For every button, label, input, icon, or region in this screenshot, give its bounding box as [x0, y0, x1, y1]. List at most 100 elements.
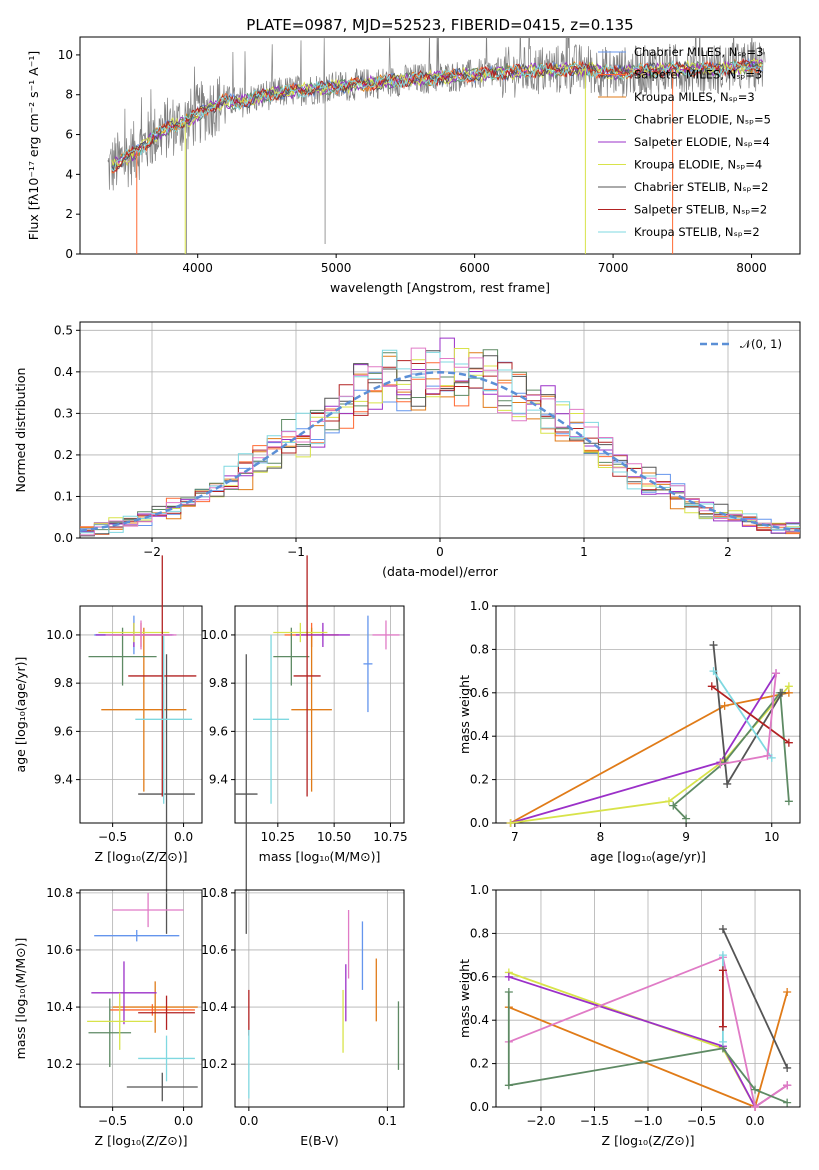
- y-tick-label: 10.0: [201, 628, 228, 642]
- y-axis-label: age [log₁₀(age/yr)]: [13, 657, 28, 773]
- weight-line-chabrier_stelib: [722, 928, 789, 1069]
- x-axis-label: (data-model)/error: [382, 564, 499, 579]
- x-axis-label: E(B-V): [300, 1133, 339, 1148]
- legend-label-salpeter_elodie: Salpeter ELODIE, Nₛₚ=4: [634, 135, 770, 149]
- y-tick-label: 10.8: [201, 886, 228, 900]
- x-tick-label: 0.0: [174, 830, 193, 844]
- x-tick-label: −2: [143, 545, 161, 559]
- y-tick-label: 0.2: [54, 448, 73, 462]
- panel-mass_vs_z: −0.5 0.0 10.2 10.4 10.6 10.8 Z [log₁₀(Z/Z⊙)] ma…: [13, 886, 203, 1148]
- y-tick-label: 0.2: [470, 773, 489, 787]
- axes-frame: [79, 36, 801, 255]
- x-tick-label: −0.5: [687, 1114, 716, 1128]
- weight-marker-salpeter_stelib: [718, 1022, 727, 1031]
- weight-marker-kroupa_stelib: [709, 667, 718, 676]
- x-axis-label: Z [log₁₀(Z/Z⊙)]: [95, 1133, 188, 1148]
- y-tick-label: 8: [65, 88, 73, 102]
- weight-marker-kroupa_elodie: [664, 797, 673, 806]
- x-axis-label: Z [log₁₀(Z/Z⊙)]: [95, 849, 188, 864]
- x-tick-label: −0.5: [98, 1114, 127, 1128]
- weight-marker-kroupa_stelib: [767, 753, 776, 762]
- weight-marker-chabrier_elodie: [784, 797, 793, 806]
- weight-marker-kroupa_stelib: [718, 1037, 727, 1046]
- weight-marker-chabrier_stelib: [718, 925, 727, 934]
- y-axis-label: Normed distribution: [13, 368, 28, 493]
- y-tick-label: 0.1: [54, 489, 73, 503]
- x-tick-label: 2: [724, 545, 732, 559]
- x-axis-label: age [log₁₀(age/yr)]: [590, 849, 706, 864]
- weight-marker-kroupa_miles: [783, 987, 792, 996]
- model-line-kroupa_stelib: [111, 60, 764, 172]
- legend-label-kroupa_elodie: Kroupa ELODIE, Nₛₚ=4: [634, 158, 762, 172]
- x-tick-label: 8000: [736, 261, 767, 275]
- x-tick-label: −1.5: [580, 1114, 609, 1128]
- x-tick-label: 10.50: [317, 830, 351, 844]
- x-tick-label: 10: [764, 830, 779, 844]
- y-axis-label: mass weight: [457, 959, 472, 1038]
- panel-spectrum: 4000 5000 6000 7000 8000 0 2 4 6 8 10 wavelength [A…: [26, 36, 801, 295]
- y-tick-label: 0.2: [470, 1057, 489, 1071]
- weight-marker-salpeter_stelib: [718, 966, 727, 975]
- y-tick-label: 4: [65, 167, 73, 181]
- legend-label-gaussian: 𝒩(0, 1): [740, 337, 782, 351]
- x-tick-label: 8: [597, 830, 605, 844]
- x-tick-label: 1: [580, 545, 588, 559]
- weight-marker-chabrier_stelib: [709, 641, 718, 650]
- x-tick-label: 6000: [459, 261, 490, 275]
- weight-marker-chabrier_elodie: [504, 1081, 513, 1090]
- x-axis-label: mass [log₁₀(M/M⊙)]: [259, 849, 381, 864]
- x-tick-label: 10.75: [373, 830, 407, 844]
- axes-frame: [234, 605, 405, 824]
- legend-label-chabrier_miles: Chabrier MILES, Nₛₚ=3: [634, 45, 763, 59]
- y-tick-label: 10.2: [201, 1057, 228, 1071]
- y-tick-label: 0.4: [54, 365, 73, 379]
- legend-label-chabrier_stelib: Chabrier STELIB, Nₛₚ=2: [634, 180, 768, 194]
- y-tick-label: 10: [58, 48, 73, 62]
- weight-marker-chabrier_elodie: [751, 1085, 760, 1094]
- weight-marker-salpeter_elodie: [504, 972, 513, 981]
- y-tick-label: 0.0: [54, 531, 73, 545]
- x-tick-label: −2.0: [526, 1114, 555, 1128]
- weight-marker-kroupa_elodie: [784, 682, 793, 691]
- axes-frame: [79, 605, 203, 824]
- weight-marker-salpeter_stelib: [707, 682, 716, 691]
- y-axis-label: mass [log₁₀(M/M⊙)]: [13, 938, 28, 1060]
- axes-frame: [234, 889, 405, 1108]
- y-tick-label: 1.0: [470, 883, 489, 897]
- weight-marker-pink: [751, 1103, 760, 1111]
- y-axis-label: Flux [fλ10⁻¹⁷ erg cm⁻² s⁻¹ A⁻¹]: [26, 51, 41, 240]
- y-tick-label: 9.4: [209, 773, 228, 787]
- y-tick-label: 10.8: [46, 886, 73, 900]
- model-line-chabrier_stelib: [111, 60, 763, 172]
- y-tick-label: 9.6: [54, 724, 73, 738]
- weight-marker-chabrier_stelib: [778, 688, 787, 697]
- weight-marker-chabrier_stelib: [723, 779, 732, 788]
- x-axis-label: wavelength [Angstrom, rest frame]: [330, 280, 550, 295]
- weight-marker-kroupa_miles: [720, 701, 729, 710]
- panel-age_vs_mass: 10.25 10.50 10.75 9.4 9.6 9.8 10.0 mass [log₁₀(…: [201, 555, 408, 934]
- y-axis-label: mass weight: [457, 675, 472, 754]
- figure-title: PLATE=0987, MJD=52523, FIBERID=0415, z=0…: [246, 16, 633, 34]
- x-tick-label: 5000: [321, 261, 352, 275]
- x-tick-label: −1.0: [633, 1114, 662, 1128]
- model-line-salpeter_stelib: [111, 57, 763, 173]
- y-tick-label: 9.4: [54, 773, 73, 787]
- weight-marker-kroupa_stelib: [718, 951, 727, 960]
- y-tick-label: 0.0: [470, 816, 489, 830]
- y-tick-label: 10.6: [46, 943, 73, 957]
- x-tick-label: 4000: [182, 261, 213, 275]
- y-tick-label: 0.4: [470, 729, 489, 743]
- legend-label-salpeter_stelib: Salpeter STELIB, Nₛₚ=2: [634, 203, 767, 217]
- model-line-kroupa_elodie: [111, 58, 763, 167]
- weight-marker-chabrier_elodie: [682, 814, 691, 823]
- y-tick-label: 10.4: [46, 1000, 73, 1014]
- axes-frame: [79, 889, 203, 1108]
- y-tick-label: 6: [65, 128, 73, 142]
- panel-mass_vs_ebv: 0.0 0.1 10.2 10.4 10.6 10.8 E(B-V): [201, 886, 405, 1148]
- y-tick-label: 0.5: [54, 323, 73, 337]
- y-tick-label: 0.8: [470, 642, 489, 656]
- x-tick-label: 0: [436, 545, 444, 559]
- x-tick-label: 0.0: [174, 1114, 193, 1128]
- weight-line-kroupa_stelib: [712, 670, 773, 759]
